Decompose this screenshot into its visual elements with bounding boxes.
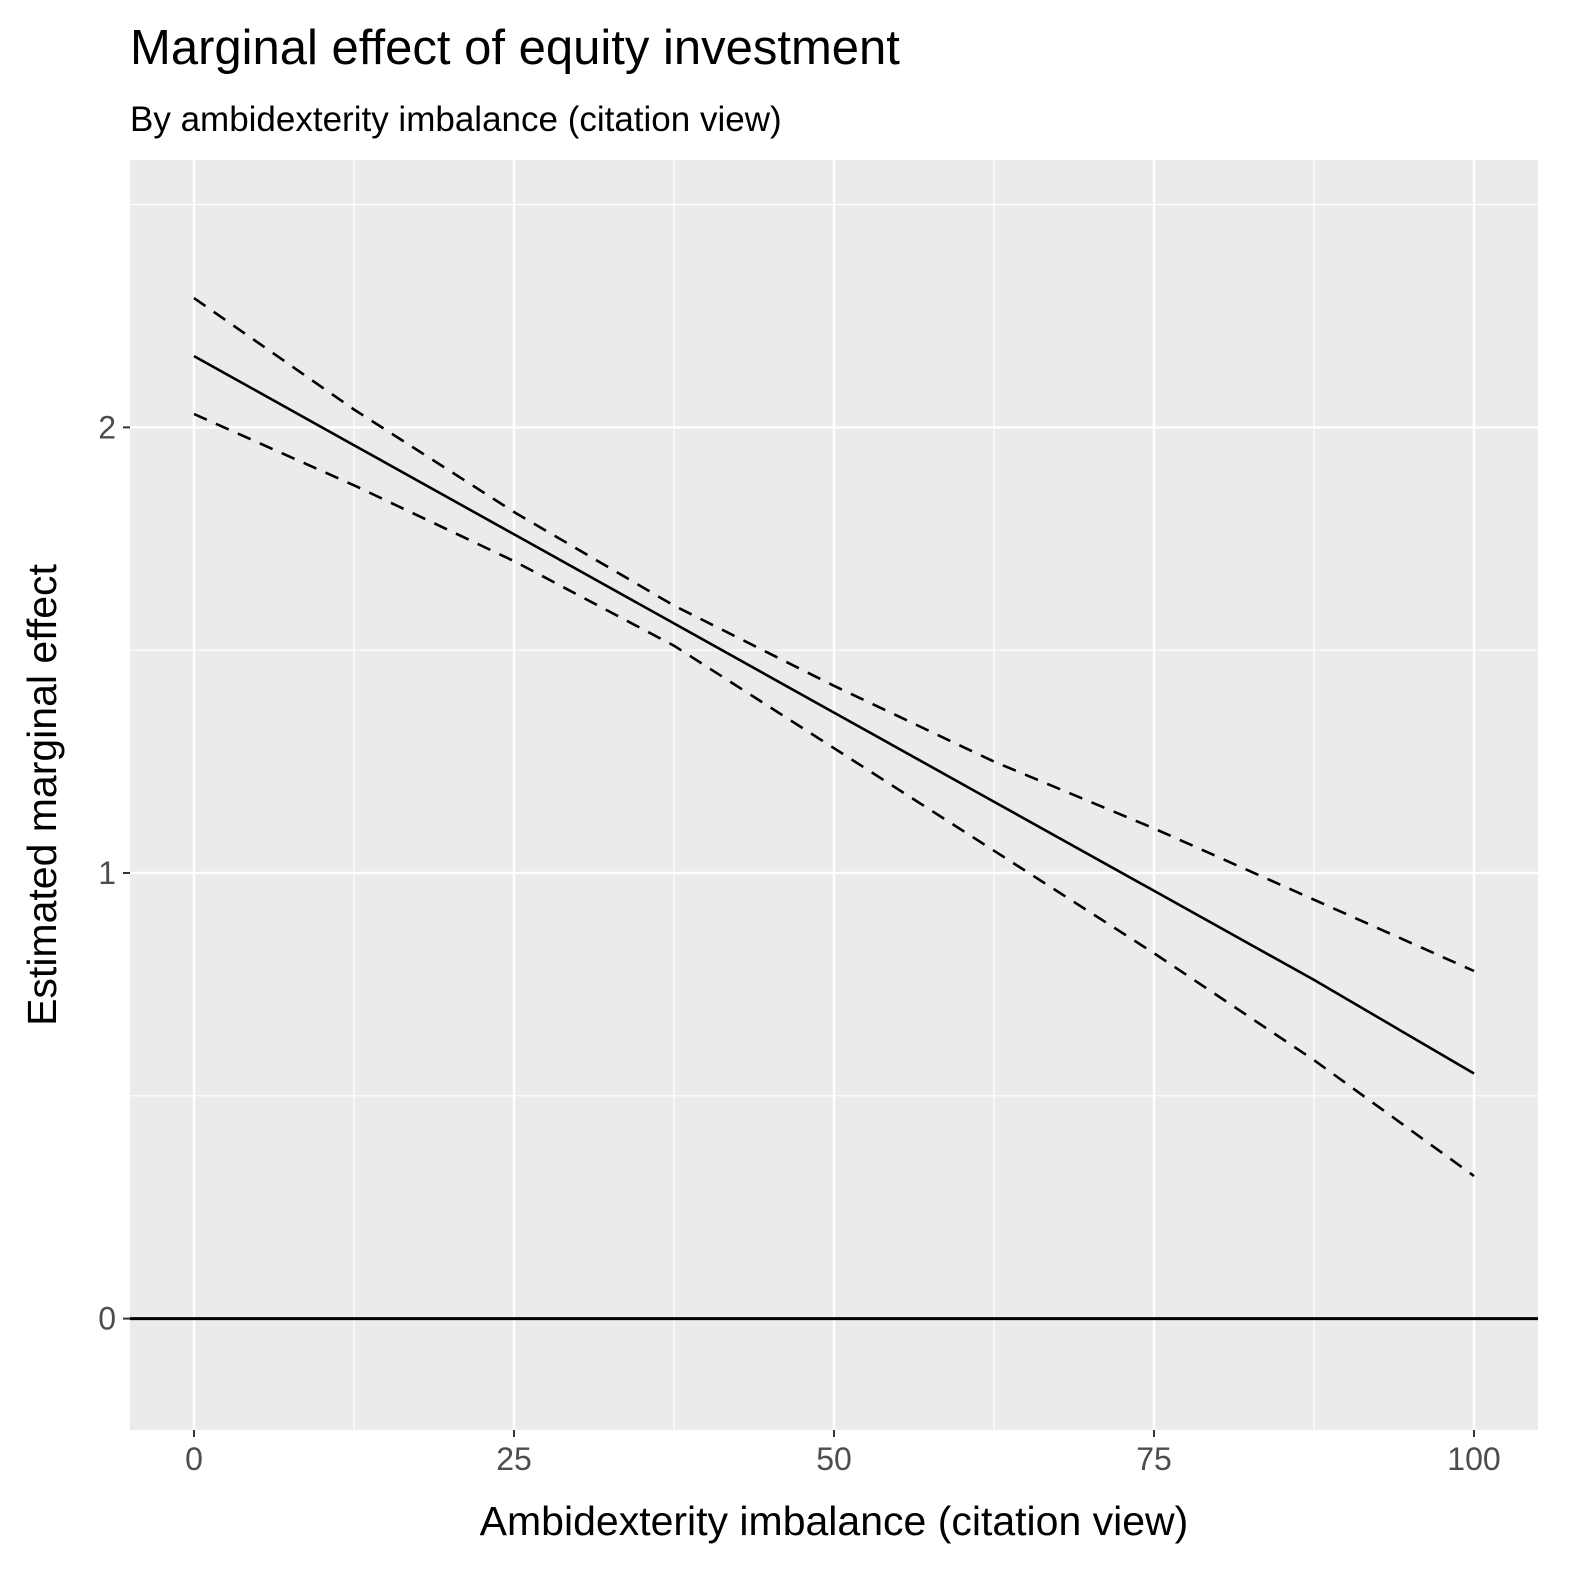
- y-tick-label: 1: [98, 855, 116, 891]
- y-axis-title: Estimated marginal effect: [19, 563, 65, 1025]
- x-tick-label: 25: [496, 1441, 532, 1477]
- x-tick-label: 50: [816, 1441, 852, 1477]
- chart-title: Marginal effect of equity investment: [130, 21, 900, 75]
- series-line-lower: [193, 412, 1475, 1178]
- y-tick-label: 0: [98, 1301, 116, 1337]
- x-tick-label: 75: [1136, 1441, 1172, 1477]
- x-axis: 0 25 50 75 100: [185, 1430, 1501, 1477]
- y-axis: 0 1 2: [98, 409, 130, 1337]
- series-line-upper: [193, 297, 1475, 973]
- x-tick-label: 100: [1447, 1441, 1500, 1477]
- y-tick-label: 2: [98, 409, 116, 445]
- x-tick-label: 0: [185, 1441, 203, 1477]
- x-axis-title: Ambidexterity imbalance (citation view): [480, 1498, 1189, 1544]
- chart-subtitle: By ambidexterity imbalance (citation vie…: [130, 100, 782, 139]
- series-layer: [130, 297, 1538, 1321]
- series-line-estimate: [193, 354, 1475, 1075]
- major-gridlines: [130, 160, 1538, 1430]
